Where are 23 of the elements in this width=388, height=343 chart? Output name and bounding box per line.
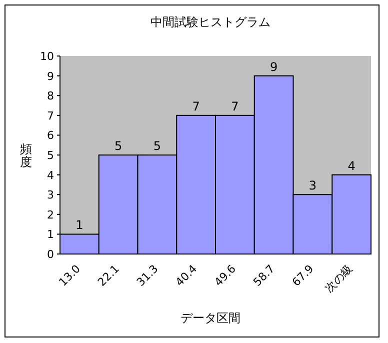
data-label: 5	[153, 139, 162, 153]
y-tick-label: 8	[47, 90, 54, 103]
x-axis-title: データ区間	[180, 311, 240, 325]
y-tick-label: 0	[47, 248, 54, 261]
data-label: 7	[231, 99, 239, 114]
y-tick-label: 4	[47, 168, 54, 182]
data-label: 1	[76, 218, 84, 232]
y-tick-label: 1	[47, 228, 54, 242]
y-tick-label: 10	[40, 50, 54, 63]
data-label: 3	[308, 178, 317, 193]
y-tick-label: 5	[47, 149, 54, 162]
data-label: 9	[270, 60, 278, 74]
data-label: 5	[114, 139, 122, 153]
data-label: 4	[348, 158, 356, 173]
y-axis-title: 頻度	[20, 142, 32, 169]
y-tick-label: 3	[47, 188, 54, 202]
y-tick-label: 2	[47, 208, 54, 222]
x-tick-label: 次の級	[322, 262, 356, 295]
y-tick-label: 7	[47, 109, 54, 122]
y-tick-label: 9	[47, 70, 54, 83]
y-tick-label: 6	[47, 129, 54, 142]
chart-title: 中間試験ヒストグラム	[150, 15, 270, 29]
data-label: 7	[192, 99, 200, 114]
